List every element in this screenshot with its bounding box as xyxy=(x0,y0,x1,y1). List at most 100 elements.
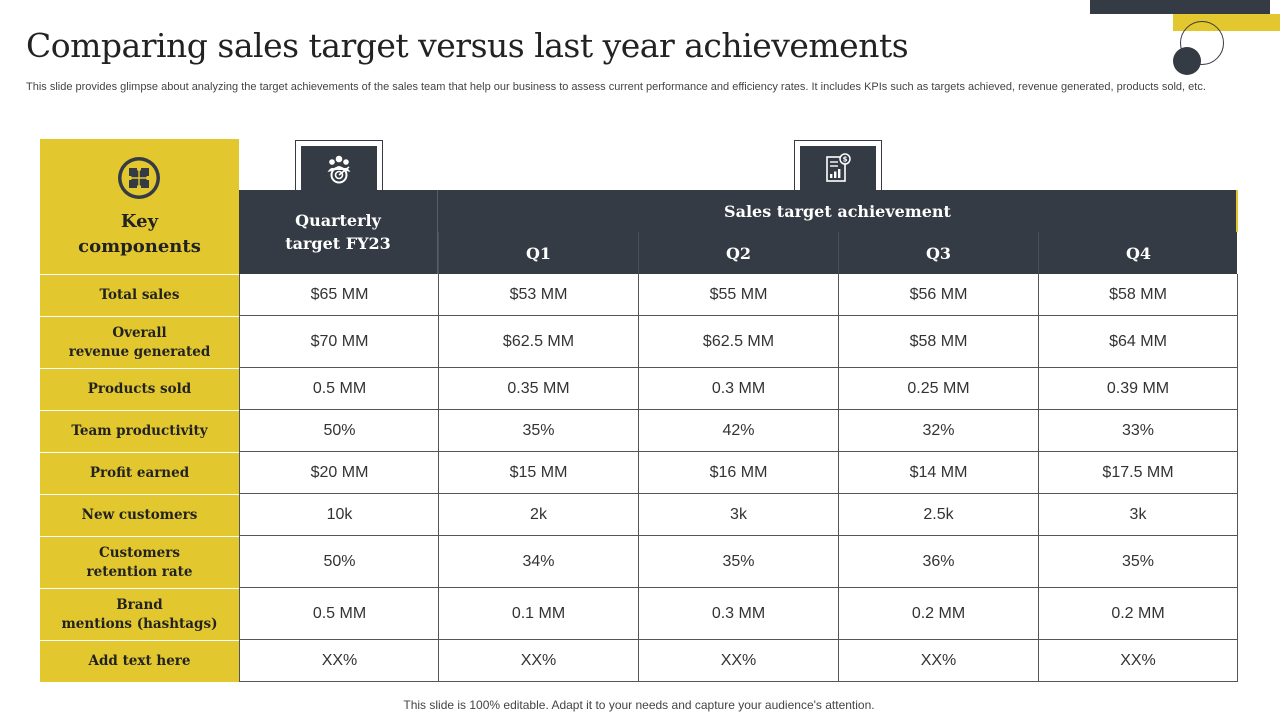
table-cell-quarterly-target: $20 MM xyxy=(239,452,439,493)
row-label: New customers xyxy=(40,494,239,536)
table-cell-q1: $62.5 MM xyxy=(438,316,638,367)
table-cell-quarterly-target: XX% xyxy=(239,640,439,681)
table-cell-q4: $17.5 MM xyxy=(1038,452,1238,493)
table-cell-q2: $55 MM xyxy=(638,274,838,315)
table-cell-q1: $53 MM xyxy=(438,274,638,315)
table-cell-quarterly-target: 0.5 MM xyxy=(239,368,439,409)
quarterly-header-line1: Quarterly xyxy=(295,211,381,230)
table-row: 0.5 MM 0.1 MM 0.3 MM 0.2 MM 0.2 MM xyxy=(239,588,1238,640)
key-components-title: Key components xyxy=(40,209,239,259)
quarter-header-q1: Q1 xyxy=(438,232,638,274)
row-label-text: New customers xyxy=(82,506,198,525)
row-label-line: Total sales xyxy=(99,287,180,303)
table-cell-q4: $58 MM xyxy=(1038,274,1238,315)
sales-icon-frame: $ xyxy=(794,140,882,192)
page-title: Comparing sales target versus last year … xyxy=(26,26,909,65)
row-label: Customers retention rate xyxy=(40,536,239,588)
table-cell-q1: 35% xyxy=(438,410,638,451)
row-label-text: Products sold xyxy=(88,380,191,399)
table-cell-q2: 3k xyxy=(638,494,838,535)
row-label: Brand mentions (hashtags) xyxy=(40,588,239,640)
quarterly-icon-box xyxy=(301,146,377,192)
table-cell-q2: 42% xyxy=(638,410,838,451)
table-cell-q4: 3k xyxy=(1038,494,1238,535)
quarter-header-q3: Q3 xyxy=(838,232,1038,274)
table-cell-quarterly-target: $65 MM xyxy=(239,274,439,315)
row-label-line: Products sold xyxy=(87,381,192,397)
row-label-line: Overall xyxy=(112,324,167,341)
table-cell-q3: 32% xyxy=(838,410,1038,451)
row-label-line: revenue generated xyxy=(68,343,211,360)
table-row: 0.5 MM 0.35 MM 0.3 MM 0.25 MM 0.39 MM xyxy=(239,368,1238,410)
quarterly-header-line2: target FY23 xyxy=(285,234,391,253)
table-cell-q1: XX% xyxy=(438,640,638,681)
sales-report-icon: $ xyxy=(826,153,851,182)
decorative-dot xyxy=(1173,47,1201,75)
row-label-text: Add text here xyxy=(89,652,191,671)
row-label-text: Overall revenue generated xyxy=(69,324,211,362)
puzzle-icon xyxy=(118,157,160,199)
table-row: XX% XX% XX% XX% XX% xyxy=(239,640,1238,682)
row-label-line: retention rate xyxy=(86,563,193,580)
page-subtitle: This slide provides glimpse about analyz… xyxy=(26,81,1206,93)
table-cell-quarterly-target: 10k xyxy=(239,494,439,535)
table-cell-q4: 35% xyxy=(1038,536,1238,587)
table-cell-q1: $15 MM xyxy=(438,452,638,493)
key-components-header: Key components xyxy=(40,139,239,274)
row-label-text: Brand mentions (hashtags) xyxy=(62,596,218,634)
table-cell-q4: 33% xyxy=(1038,410,1238,451)
table-cell-q1: 2k xyxy=(438,494,638,535)
row-label-text: Total sales xyxy=(100,286,180,305)
key-title-line1: Key xyxy=(120,211,159,232)
table-cell-q1: 0.35 MM xyxy=(438,368,638,409)
table-cell-q2: $62.5 MM xyxy=(638,316,838,367)
table-cell-q1: 0.1 MM xyxy=(438,588,638,639)
row-label-text: Customers retention rate xyxy=(87,544,193,582)
key-components-column: Key components Total sales Overall revenue… xyxy=(40,139,239,682)
table-row: $20 MM $15 MM $16 MM $14 MM $17.5 MM xyxy=(239,452,1238,494)
footer-note: This slide is 100% editable. Adapt it to… xyxy=(403,698,875,712)
quarterly-icon-frame xyxy=(295,140,383,192)
row-label-line: Customers xyxy=(98,544,180,561)
sales-icon-box: $ xyxy=(800,146,876,192)
table-cell-q1: 34% xyxy=(438,536,638,587)
table-cell-q3: 36% xyxy=(838,536,1038,587)
table-cell-q2: 0.3 MM xyxy=(638,588,838,639)
table-cell-q2: $16 MM xyxy=(638,452,838,493)
table-cell-q2: 35% xyxy=(638,536,838,587)
table-row: 10k 2k 3k 2.5k 3k xyxy=(239,494,1238,536)
header-accent-bar xyxy=(1236,190,1238,232)
table-cell-quarterly-target: $70 MM xyxy=(239,316,439,367)
row-label-line: Brand xyxy=(116,596,163,613)
team-target-icon xyxy=(327,155,351,184)
table-row: $70 MM $62.5 MM $62.5 MM $58 MM $64 MM xyxy=(239,316,1238,368)
table-cell-q3: 2.5k xyxy=(838,494,1038,535)
svg-text:$: $ xyxy=(843,156,848,164)
table-cell-q3: $56 MM xyxy=(838,274,1038,315)
row-label: Add text here xyxy=(40,640,239,682)
table-row: 50% 35% 42% 32% 33% xyxy=(239,410,1238,452)
table-cell-q3: XX% xyxy=(838,640,1038,681)
table-cell-q3: $58 MM xyxy=(838,316,1038,367)
table-cell-q3: $14 MM xyxy=(838,452,1038,493)
key-title-line2: components xyxy=(78,236,201,257)
decorative-ring xyxy=(1180,21,1224,65)
row-label: Team productivity xyxy=(40,410,239,452)
quarter-header-q4: Q4 xyxy=(1038,232,1238,274)
row-label: Overall revenue generated xyxy=(40,316,239,368)
table-cell-q4: 0.2 MM xyxy=(1038,588,1238,639)
table-cell-q2: XX% xyxy=(638,640,838,681)
table-header: Quarterly target FY23 Sales target achie… xyxy=(239,190,1237,274)
row-label-text: Team productivity xyxy=(71,422,207,441)
row-label-line: mentions (hashtags) xyxy=(61,615,218,632)
quarterly-target-header: Quarterly target FY23 xyxy=(239,190,438,274)
table-cell-quarterly-target: 0.5 MM xyxy=(239,588,439,639)
row-label-line: Team productivity xyxy=(71,423,208,439)
sales-target-header: Sales target achievement xyxy=(724,201,951,221)
table-cell-q3: 0.25 MM xyxy=(838,368,1038,409)
row-label: Total sales xyxy=(40,274,239,316)
table-cell-quarterly-target: 50% xyxy=(239,410,439,451)
table-row: $65 MM $53 MM $55 MM $56 MM $58 MM xyxy=(239,274,1238,316)
row-label-text: Profit earned xyxy=(90,464,189,483)
row-label: Profit earned xyxy=(40,452,239,494)
